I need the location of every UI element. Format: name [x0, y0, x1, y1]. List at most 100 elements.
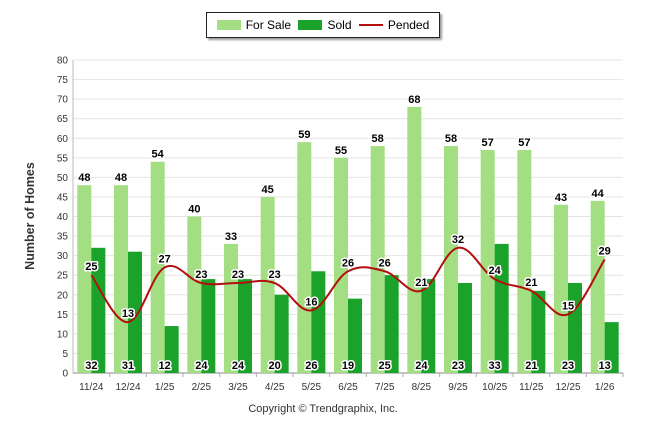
bar-for-sale: [150, 161, 165, 373]
data-label-pended: 23: [195, 269, 207, 281]
bar-for-sale: [77, 185, 92, 373]
data-label-for-sale-halo: 55: [335, 145, 347, 157]
y-tick-label: 55: [57, 153, 69, 164]
bar-for-sale: [554, 204, 568, 373]
bar-for-sale: [370, 146, 385, 373]
data-label-sold: 20: [269, 360, 281, 372]
data-label-sold-halo: 24: [415, 360, 428, 372]
data-label-pended: 21: [525, 277, 537, 289]
data-label-pended-halo: 15: [562, 300, 574, 312]
bar-sold: [311, 271, 326, 373]
data-label-pended: 15: [562, 300, 574, 312]
y-tick-label: 35: [57, 232, 69, 243]
data-label-pended-halo: 13: [122, 308, 134, 320]
data-label-for-sale-halo: 58: [372, 133, 384, 145]
legend-swatch-for-sale: [216, 20, 241, 30]
y-tick-label: 45: [57, 192, 69, 203]
data-label-pended: 24: [489, 265, 502, 277]
bar-sold: [201, 279, 216, 373]
y-tick-label: 15: [57, 310, 69, 321]
data-label-pended-halo: 26: [342, 257, 354, 269]
y-tick-label: 60: [57, 134, 69, 145]
bar-sold: [531, 290, 546, 373]
x-tick-label: 12/24: [115, 382, 140, 393]
legend: For Sale Sold Pended: [206, 12, 440, 38]
data-label-for-sale-halo: 43: [555, 192, 567, 204]
data-label-sold: 26: [305, 360, 317, 372]
legend-swatch-sold: [298, 20, 323, 30]
data-label-for-sale-halo: 33: [225, 231, 237, 243]
data-label-for-sale-halo: 57: [518, 137, 530, 149]
data-label-pended-halo: 32: [452, 234, 464, 246]
bar-for-sale: [444, 146, 458, 373]
data-label-pended-halo: 26: [379, 257, 391, 269]
x-tick-label: 4/25: [265, 382, 285, 393]
legend-label-for-sale: For Sale: [245, 18, 292, 32]
legend-item-sold[interactable]: Sold: [298, 18, 352, 32]
bar-for-sale: [260, 196, 275, 373]
bar-for-sale: [334, 157, 348, 373]
bar-sold: [494, 243, 509, 373]
data-label-sold: 23: [452, 360, 464, 372]
legend-item-pended[interactable]: Pended: [358, 18, 429, 32]
data-label-sold: 24: [195, 360, 208, 372]
legend-item-for-sale[interactable]: For Sale: [216, 18, 292, 32]
data-label-sold: 31: [122, 360, 134, 372]
x-tick-label: 10/25: [482, 382, 507, 393]
legend-swatch-pended: [358, 24, 383, 26]
data-label-sold-halo: 13: [599, 360, 611, 372]
bar-sold: [384, 275, 399, 373]
bar-sold: [421, 279, 436, 373]
line-pended: [90, 246, 606, 324]
data-label-sold-halo: 23: [562, 360, 574, 372]
bar-sold: [458, 283, 472, 373]
data-label-sold: 33: [489, 360, 501, 372]
data-label-pended: 13: [122, 308, 134, 320]
data-label-for-sale-halo: 57: [482, 137, 494, 149]
data-label-sold-halo: 21: [525, 360, 537, 372]
data-label-for-sale: 33: [225, 231, 237, 243]
y-tick-label: 50: [57, 173, 69, 184]
data-label-for-sale-halo: 44: [592, 188, 605, 200]
data-label-for-sale: 54: [152, 149, 165, 161]
bar-sold: [348, 298, 362, 373]
data-label-pended: 16: [305, 296, 317, 308]
data-label-for-sale: 57: [518, 137, 530, 149]
bar-sold: [238, 279, 252, 373]
data-label-sold: 24: [415, 360, 428, 372]
data-label-sold: 19: [342, 360, 354, 372]
data-label-for-sale: 43: [555, 192, 567, 204]
data-label-for-sale-halo: 54: [152, 149, 165, 161]
x-tick-label: 11/25: [519, 382, 544, 393]
data-label-pended-halo: 24: [489, 265, 502, 277]
y-tick-label: 0: [62, 369, 68, 380]
data-label-pended: 26: [379, 257, 391, 269]
data-label-for-sale: 59: [298, 129, 310, 141]
data-label-for-sale: 48: [115, 172, 127, 184]
data-label-sold-halo: 24: [232, 360, 245, 372]
x-tick-label: 11/24: [79, 382, 104, 393]
bar-for-sale: [480, 149, 495, 373]
data-label-for-sale-halo: 48: [115, 172, 127, 184]
data-label-pended-halo: 25: [85, 261, 97, 273]
data-label-sold-halo: 25: [379, 360, 391, 372]
data-label-sold: 21: [525, 360, 537, 372]
data-label-pended-halo: 16: [305, 296, 317, 308]
legend-label-sold: Sold: [327, 18, 352, 32]
data-label-sold: 12: [159, 360, 171, 372]
data-label-sold-halo: 12: [159, 360, 171, 372]
data-label-pended-halo: 23: [195, 269, 207, 281]
data-label-for-sale: 55: [335, 145, 347, 157]
data-label-pended: 23: [269, 269, 281, 281]
data-label-for-sale: 40: [188, 204, 200, 216]
data-label-for-sale: 57: [482, 137, 494, 149]
data-label-pended: 27: [159, 253, 171, 265]
x-tick-label: 6/25: [338, 382, 358, 393]
data-label-sold-halo: 33: [489, 360, 501, 372]
x-tick-label: 9/25: [448, 382, 468, 393]
x-tick-label: 12/25: [555, 382, 580, 393]
x-tick-label: 3/25: [228, 382, 248, 393]
y-tick-label: 40: [57, 212, 69, 223]
x-tick-label: 7/25: [375, 382, 395, 393]
